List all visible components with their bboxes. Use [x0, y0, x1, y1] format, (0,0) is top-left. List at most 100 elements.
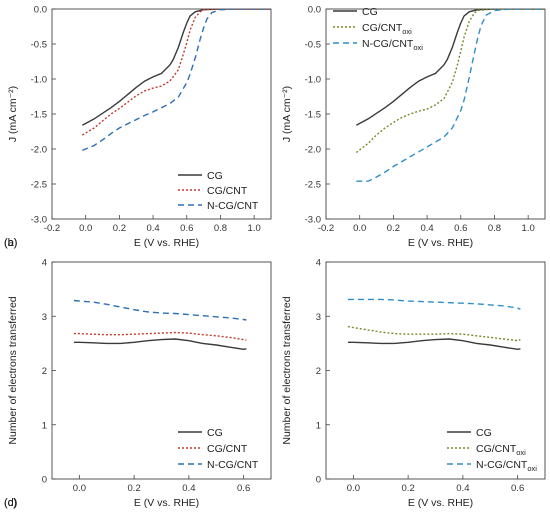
panel-2-xtick-label: 0.2 — [387, 223, 400, 234]
panel-2-legend-subscript: oxi — [402, 27, 412, 36]
panel-4-legend-name: CG — [476, 427, 492, 439]
panel-4-label: (d) — [4, 497, 17, 509]
panel-1-xtick-label: -0.2 — [44, 223, 60, 234]
panel-4-legend-name: CG/CNT — [476, 443, 517, 455]
panel-1-ytick-label: -2.5 — [31, 180, 47, 191]
panel-1-ytick-label: -2.0 — [31, 145, 47, 156]
panel-2-legend-label: CG — [362, 6, 378, 18]
panel-1-xtick-label: 0.8 — [214, 223, 227, 234]
panel-2-xtick-label: 0.8 — [488, 223, 501, 234]
panel-2-legend-name: CG/CNT — [362, 22, 403, 34]
panel-3-ytick-label: 3 — [42, 312, 47, 323]
panel-3-legend: CG CG/CNT N-CG/CNT — [178, 427, 259, 471]
panel-2-xtick-label: 0.6 — [454, 223, 467, 234]
panel-4-series-1-line — [347, 338, 521, 351]
panel-1-series-3-line — [82, 9, 271, 152]
panel-4-legend-name: N-CG/CNT — [476, 459, 528, 471]
panel-1-ytick-label: -1.5 — [31, 110, 47, 121]
panel-2-xtick-label: -0.2 — [318, 223, 334, 234]
panel-4-xtick-label: 0.4 — [456, 483, 469, 494]
panel-3-xtick-label: 0.0 — [73, 483, 86, 494]
panel-3-ytick-label: 1 — [42, 420, 47, 431]
panel-2-series-3-line — [356, 9, 545, 182]
panel-3-y-axis-label: Number of electrons transferred — [7, 296, 19, 444]
panel-3-xtick-label: 0.4 — [182, 483, 195, 494]
panel-1-legend: CG CG/CNT N-CG/CNT — [178, 170, 259, 212]
panel-2-frame — [325, 8, 546, 220]
panel-3-legend-name: CG/CNT — [207, 443, 248, 455]
panel-4-legend-subscript: oxi — [516, 448, 526, 457]
panel-3-xtick-label: 0.6 — [237, 483, 250, 494]
panel-2-xtick-label: 0.4 — [420, 223, 433, 234]
panel-3-legend-name: CG — [207, 427, 223, 439]
panel-2-ytick-label: -2.0 — [305, 145, 321, 156]
panel-4-xtick-label: 0.2 — [402, 483, 415, 494]
panel-4-ytick-label: 3 — [316, 312, 321, 323]
panel-1-xtick-label: 0.6 — [180, 223, 193, 234]
panel-4-xtick-label: 0.6 — [511, 483, 524, 494]
panel-4-x-axis-label: E (V vs. RHE) — [408, 497, 473, 509]
panel-1-legend-name: N-CG/CNT — [207, 200, 259, 212]
panel-4-legend-label: CG/CNToxi — [476, 443, 526, 457]
panel-4-ytick-label: 2 — [316, 366, 321, 377]
panel-3-label: (c) — [4, 497, 17, 509]
panel-4: 0.0 0.2 0.4 0.6 0 1 2 3 4 E (V vs. RHE) Number of … — [4, 258, 546, 509]
panel-1-xtick-label: 0.4 — [146, 223, 159, 234]
panel-2-ytick-label: -1.5 — [305, 110, 321, 121]
panel-2-y-axis-label: J (mA cm⁻²) — [281, 86, 293, 142]
panel-2: -0.2 0.0 0.2 0.4 0.6 0.8 1.0 -3.0 -2.5 -2.0 -1.5 -1… — [4, 5, 546, 249]
panel-2-legend-label: N-CG/CNToxi — [362, 38, 423, 52]
panel-1-ytick-label: 0.0 — [34, 5, 47, 16]
panel-1-ytick-label: -3.0 — [31, 215, 47, 226]
panel-3-legend-name: N-CG/CNT — [207, 459, 259, 471]
panel-1-y-axis-label: J (mA cm⁻²) — [7, 86, 19, 142]
panel-3-ytick-label: 2 — [42, 366, 47, 377]
panel-2-xtick-label: 0.0 — [353, 223, 366, 234]
panel-1-legend-name: CG/CNT — [207, 185, 248, 197]
panel-3-ytick-label: 4 — [42, 258, 47, 269]
panel-1: -0.2 0.0 0.2 0.4 0.6 0.8 1.0 -3.0 -2.5 -2.0 -1.5 -1… — [4, 5, 272, 249]
panel-2-series-2-line — [355, 9, 545, 154]
panel-1-series-1-line — [81, 9, 271, 126]
panel-2-ytick-label: -3.0 — [305, 215, 321, 226]
panel-3-series-1-line — [73, 338, 247, 351]
panel-2-legend-subscript: oxi — [413, 43, 423, 52]
panel-4-ytick-label: 4 — [316, 258, 321, 269]
panel-4-legend-subscript: oxi — [527, 464, 537, 473]
panel-2-legend-name: N-CG/CNT — [362, 38, 414, 50]
panel-2-legend-name: CG — [362, 6, 378, 18]
panel-1-xtick-label: 0.0 — [79, 223, 92, 234]
panel-3-x-axis-label: E (V vs. RHE) — [134, 497, 199, 509]
panel-1-xtick-label: 0.2 — [113, 223, 126, 234]
panel-4-ytick-label: 1 — [316, 420, 321, 431]
panel-3-ytick-label: 0 — [42, 475, 47, 486]
panel-1-ytick-label: -0.5 — [31, 40, 47, 51]
panel-4-series-2-line — [347, 325, 521, 342]
panel-2-ytick-label: 0.0 — [308, 5, 321, 16]
panel-2-ytick-label: -1.0 — [305, 75, 321, 86]
panel-3-series-2-line — [73, 331, 247, 341]
panel-1-legend-label: CG — [207, 170, 223, 182]
panel-3-legend-label: CG — [207, 427, 223, 439]
panel-3-series-3-line — [73, 299, 247, 321]
panel-2-legend-label: CG/CNToxi — [362, 22, 412, 36]
panel-1-xtick-label: 1.0 — [248, 223, 261, 234]
panel-4-y-axis-label: Number of electrons transferred — [281, 296, 293, 444]
panel-2-xtick-label: 1.0 — [522, 223, 535, 234]
panel-1-legend-label: N-CG/CNT — [207, 200, 259, 212]
panel-4-legend-label: CG — [476, 427, 492, 439]
panel-2-ytick-label: -2.5 — [305, 180, 321, 191]
panel-4-series-3-line — [347, 298, 521, 310]
panel-1-label: (a) — [4, 237, 17, 249]
panel-1-x-axis-label: E (V vs. RHE) — [134, 237, 199, 249]
panel-1-legend-name: CG — [207, 170, 223, 182]
panel-1-legend-label: CG/CNT — [207, 185, 248, 197]
panel-3: 0.0 0.2 0.4 0.6 0 1 2 3 4 E (V vs. RHE) Number of … — [4, 258, 272, 509]
panel-2-label: (b) — [4, 237, 17, 249]
panel-4-ytick-label: 0 — [316, 475, 321, 486]
panel-4-xtick-label: 0.0 — [347, 483, 360, 494]
panel-2-ytick-label: -0.5 — [305, 40, 321, 51]
